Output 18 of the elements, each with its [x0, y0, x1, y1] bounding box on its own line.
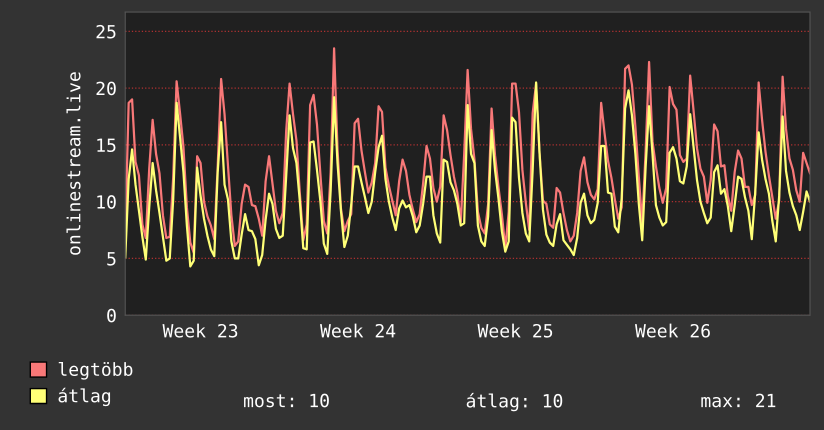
x-tick-label: Week 26: [635, 324, 710, 338]
y-tick-label: 20: [96, 82, 116, 96]
y-tick-label: 0: [107, 308, 116, 322]
y-tick-label: 15: [97, 138, 116, 152]
text: átlag: 10: [466, 392, 562, 412]
line-series: [125, 81, 810, 268]
line-series: [125, 47, 810, 254]
x-tick-label: Week 23: [162, 324, 238, 338]
y-axis-title: onlinestream.live: [66, 72, 81, 255]
x-tick-label: Week 24: [320, 324, 396, 338]
x-tick-label: Week 25: [478, 324, 552, 338]
legend-label: átlag: [58, 388, 110, 406]
text: max: 21: [701, 394, 776, 408]
legend-label: legtöbb: [58, 362, 132, 380]
y-tick-label: 25: [96, 24, 116, 39]
y-tick-label: 10: [97, 195, 116, 209]
y-tick-label: 5: [107, 252, 116, 266]
text: most: 10: [244, 394, 329, 408]
